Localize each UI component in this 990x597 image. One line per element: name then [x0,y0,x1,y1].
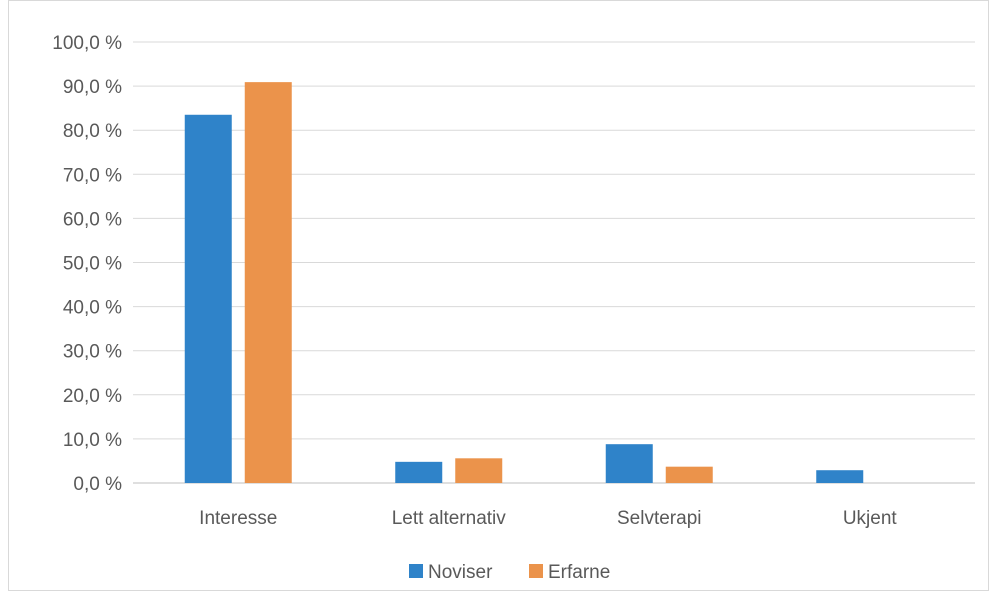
y-tick-label: 20,0 % [63,386,122,407]
bar-noviser-3 [605,444,653,483]
bar-noviser-2 [395,461,443,483]
bar-erfarne-3 [665,466,713,483]
bars [184,82,864,484]
legend-label-erfarne: Erfarne [548,562,610,583]
bar-noviser-4 [816,470,864,483]
y-tick-label: 10,0 % [63,430,122,451]
legend: Noviser Erfarne [409,562,610,583]
bar-chart: 0,0 % 10,0 % 20,0 % 30,0 % 40,0 % 50,0 % 60,0 … [52,33,975,583]
y-tick-label: 30,0 % [63,342,122,363]
chart-frame: 0,0 % 10,0 % 20,0 % 30,0 % 40,0 % 50,0 % 60,0 … [8,0,989,591]
y-tick-label: 40,0 % [63,298,122,319]
legend-swatch-noviser [409,564,423,578]
x-axis-labels: Interesse Lett alternativ Selvterapi Ukjent [199,508,897,529]
bar-erfarne-2 [455,458,503,483]
legend-swatch-erfarne [529,564,543,578]
y-tick-label: 80,0 % [63,121,122,142]
x-tick-label: Ukjent [843,508,898,529]
bar-erfarne-1 [244,82,292,484]
legend-label-noviser: Noviser [428,562,493,583]
y-tick-label: 60,0 % [63,209,122,230]
y-tick-label: 50,0 % [63,254,122,275]
x-tick-label: Lett alternativ [392,508,507,529]
x-tick-label: Interesse [199,508,277,529]
y-tick-label: 90,0 % [63,77,122,98]
x-tick-label: Selvterapi [617,508,702,529]
bar-noviser-1 [184,114,232,483]
y-tick-label: 70,0 % [63,165,122,186]
y-tick-label: 100,0 % [52,33,122,54]
y-tick-label: 0,0 % [73,474,122,495]
y-axis-ticks: 0,0 % 10,0 % 20,0 % 30,0 % 40,0 % 50,0 % 60,0 … [52,33,122,495]
